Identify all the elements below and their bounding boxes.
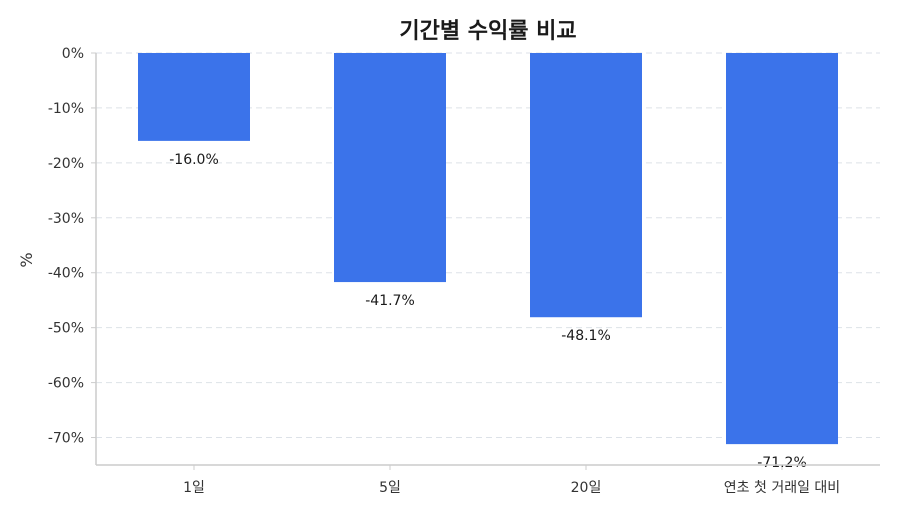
data-label: -16.0% <box>169 152 219 168</box>
x-tick-label: 연초 첫 거래일 대비 <box>724 480 840 496</box>
y-tick-label: -20% <box>48 156 84 172</box>
y-tick-label: -10% <box>48 101 84 117</box>
y-tick-label: -50% <box>48 321 84 337</box>
y-tick-label: 0% <box>62 46 84 62</box>
y-tick-label: -40% <box>48 266 84 282</box>
x-tick-label: 5일 <box>379 480 401 496</box>
y-axis-ticks: 0% -10% -20% -30% -40% -50% -60% -70% <box>48 46 96 447</box>
x-tick-label: 20일 <box>571 480 602 496</box>
bar <box>334 53 446 283</box>
y-axis-label: % <box>17 252 36 267</box>
data-label: -71.2% <box>757 455 807 471</box>
y-tick-label: -70% <box>48 431 84 447</box>
data-label: -41.7% <box>365 293 415 309</box>
data-labels: -16.0% -41.7% -48.1% -71.2% <box>169 152 807 471</box>
bar <box>138 53 250 141</box>
bars-group <box>138 53 838 445</box>
bar <box>726 53 838 445</box>
x-axis-ticks: 1일 5일 20일 연초 첫 거래일 대비 <box>183 465 840 496</box>
chart-title: 기간별 수익률 비교 <box>399 19 576 44</box>
y-tick-label: -60% <box>48 376 84 392</box>
data-label: -48.1% <box>561 328 611 344</box>
y-tick-label: -30% <box>48 211 84 227</box>
x-tick-label: 1일 <box>183 480 205 496</box>
bar <box>530 53 642 318</box>
